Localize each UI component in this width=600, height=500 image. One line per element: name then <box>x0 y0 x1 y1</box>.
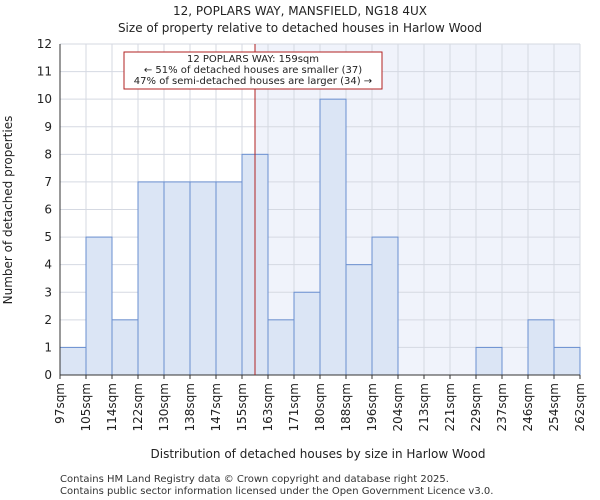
y-tick-label: 7 <box>44 175 52 189</box>
y-tick-label: 10 <box>37 92 52 106</box>
y-tick-label: 12 <box>37 37 52 51</box>
y-tick-label: 9 <box>44 120 52 134</box>
x-tick-label: 262sqm <box>573 383 587 431</box>
bar <box>527 319 555 376</box>
x-tick-label: 213sqm <box>417 383 431 431</box>
x-tick-label: 229sqm <box>469 383 483 431</box>
x-tick-label: 105sqm <box>79 383 93 431</box>
bar <box>215 181 243 376</box>
bar <box>189 181 217 376</box>
x-tick-label: 237sqm <box>495 383 509 431</box>
y-tick-label: 2 <box>44 313 52 327</box>
y-tick-label: 4 <box>44 258 52 272</box>
y-axis-label: Number of detached properties <box>1 116 15 305</box>
bar <box>345 264 373 376</box>
y-tick-label: 0 <box>44 368 52 382</box>
x-tick-label: 196sqm <box>365 383 379 431</box>
x-tick-label: 97sqm <box>53 383 67 424</box>
bar <box>371 236 399 376</box>
y-tick-label: 5 <box>44 230 52 244</box>
x-tick-label: 138sqm <box>183 383 197 431</box>
bar <box>59 346 87 376</box>
chart-title: 12, POPLARS WAY, MANSFIELD, NG18 4UX <box>173 4 427 18</box>
annotation-line: 47% of semi-detached houses are larger (… <box>134 76 372 87</box>
y-tick-label: 3 <box>44 285 52 299</box>
x-tick-label: 147sqm <box>209 383 223 431</box>
annotation-line: ← 51% of detached houses are smaller (37… <box>144 65 362 76</box>
bar <box>319 98 347 376</box>
y-tick-label: 1 <box>44 340 52 354</box>
x-tick-label: 171sqm <box>287 383 301 431</box>
x-tick-label: 246sqm <box>521 383 535 431</box>
footer-line-1: Contains HM Land Registry data © Crown c… <box>60 474 449 485</box>
annotation-line: 12 POPLARS WAY: 159sqm <box>187 54 319 65</box>
x-tick-label: 254sqm <box>547 383 561 431</box>
y-tick-label: 11 <box>37 65 52 79</box>
x-tick-label: 188sqm <box>339 383 353 431</box>
bar <box>267 319 295 376</box>
y-tick-label: 6 <box>44 203 52 217</box>
bar <box>85 236 113 376</box>
x-tick-label: 204sqm <box>391 383 405 431</box>
x-tick-label: 122sqm <box>131 383 145 431</box>
x-tick-label: 155sqm <box>235 383 249 431</box>
bar <box>475 346 503 376</box>
annotation-box <box>123 51 383 90</box>
bar <box>163 181 191 376</box>
bar <box>293 291 321 376</box>
x-tick-label: 163sqm <box>261 383 275 431</box>
x-axis-label: Distribution of detached houses by size … <box>151 447 486 461</box>
bar <box>553 346 581 376</box>
chart-subtitle: Size of property relative to detached ho… <box>118 21 482 35</box>
bar <box>137 181 165 376</box>
y-tick-label: 8 <box>44 147 52 161</box>
footer-line-2: Contains public sector information licen… <box>60 486 493 497</box>
x-tick-label: 114sqm <box>105 383 119 431</box>
bar <box>111 319 139 376</box>
x-tick-label: 180sqm <box>313 383 327 431</box>
x-tick-label: 130sqm <box>157 383 171 431</box>
x-tick-label: 221sqm <box>443 383 457 431</box>
